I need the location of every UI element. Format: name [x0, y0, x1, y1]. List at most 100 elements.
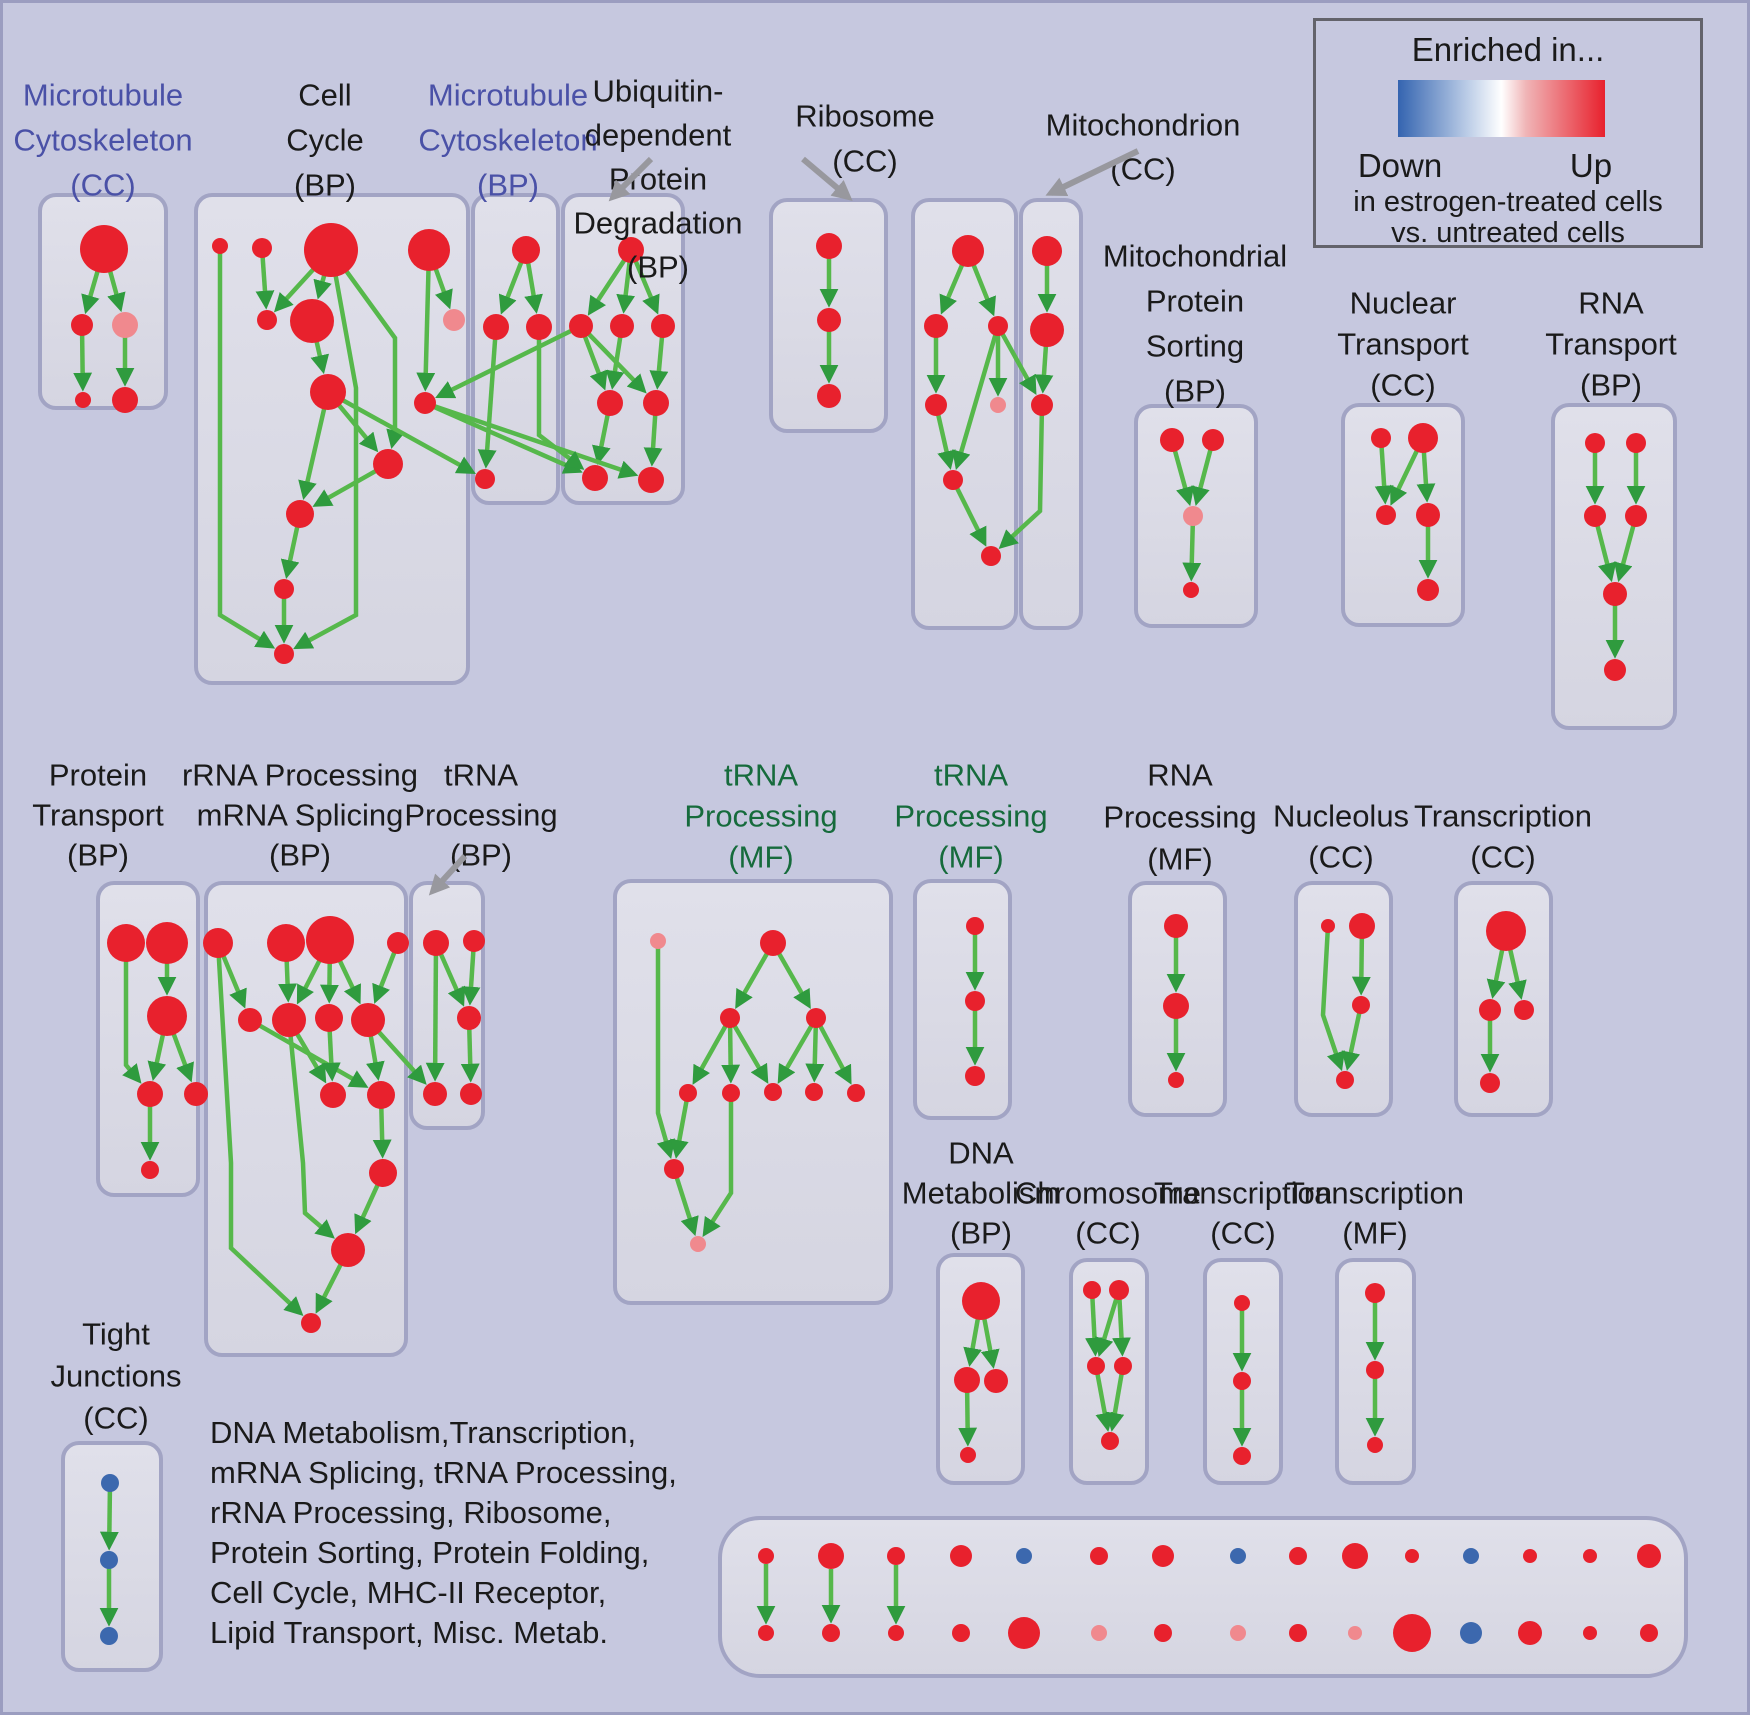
misc-strip-box — [718, 1516, 1688, 1678]
go-term-node-red — [954, 1367, 980, 1393]
go-edge-trna-processing-mf-large — [814, 1016, 852, 1085]
go-term-node-red — [526, 314, 552, 340]
cluster-label-transcription-cc-bot: Transcription — [1154, 1176, 1332, 1211]
cluster-label-trna-processing-bp: tRNA — [444, 758, 518, 793]
cluster-label-ubiquitin-degradation-bp: (BP) — [627, 250, 689, 285]
cluster-box-rrna-processing-mrna-splicing-bp — [204, 881, 408, 1357]
cluster-label-trna-processing-mf-small: (MF) — [938, 840, 1003, 875]
go-term-node-red — [1164, 914, 1188, 938]
go-term-node-pink — [1183, 506, 1203, 526]
strip-node-top — [1637, 1544, 1661, 1568]
go-term-node-red — [952, 235, 984, 267]
cluster-label-transcription-cc-mid: Transcription — [1414, 799, 1592, 834]
cluster-label-mitochondrion-cc: Mitochondrion — [1046, 108, 1241, 143]
go-term-node-red — [267, 924, 305, 962]
go-term-node-red — [966, 917, 984, 935]
go-term-node-red — [1585, 433, 1605, 453]
go-term-node-pink — [690, 1236, 706, 1252]
go-term-node-red — [252, 238, 272, 258]
go-edge-ribosome-cc — [950, 478, 987, 547]
go-term-node-red — [184, 1082, 208, 1106]
go-term-node-red — [315, 1004, 343, 1032]
cluster-label-ubiquitin-degradation-bp: Degradation — [574, 206, 743, 241]
go-edge-nucleolus-cc — [1320, 925, 1345, 1072]
go-term-node-red — [1367, 1437, 1383, 1453]
cluster-label-chromosome-cc: (CC) — [1075, 1216, 1140, 1251]
strip-node-bottom — [1008, 1617, 1040, 1649]
layer-misc — [428, 148, 1140, 896]
go-term-node-red — [1163, 993, 1189, 1019]
go-term-node-red — [582, 465, 608, 491]
go-network-figure: Microtubule Cytoskeleton (CC) Cell Cycle (BP)… — [13, 74, 1688, 1678]
go-term-node-red — [147, 996, 187, 1036]
go-edge-cell-cycle-bp — [217, 246, 276, 649]
strip-node-bottom — [758, 1625, 774, 1641]
go-edge-trna-processing-mf-large — [728, 1016, 769, 1084]
go-term-node-red — [1183, 582, 1199, 598]
go-term-node-red — [274, 644, 294, 664]
go-term-node-red — [475, 469, 495, 489]
cluster-label-dna-metabolism-bp: DNA — [948, 1136, 1014, 1171]
cluster-label-nucleolus-cc: (CC) — [1308, 840, 1373, 875]
go-term-node-red — [1101, 1432, 1119, 1450]
go-edge-rrna-processing-mrna-splicing-bp — [215, 942, 304, 1316]
go-term-node-red — [457, 1006, 481, 1030]
cluster-label-nucleolus-cc: Nucleolus — [1273, 799, 1409, 834]
go-term-node-red — [423, 930, 449, 956]
callout-arrow — [608, 156, 654, 202]
cluster-label-rna-transport-bp: RNA — [1578, 286, 1644, 321]
go-term-node-red — [414, 392, 436, 414]
go-edge-cell-cycle-bp — [329, 248, 405, 450]
strip-node-top — [758, 1548, 774, 1564]
go-term-node-red — [722, 1084, 740, 1102]
go-edge-trna-processing-mf-large — [777, 1016, 818, 1084]
go-edge-ribosome-cc — [952, 325, 1001, 471]
strip-node-bottom — [1640, 1624, 1658, 1642]
strip-node-bottom — [822, 1624, 840, 1642]
go-term-node-pink — [112, 312, 138, 338]
cluster-label-tight-junctions-cc: Junctions — [51, 1359, 182, 1394]
go-term-node-red — [1083, 1281, 1101, 1299]
go-term-node-red — [638, 467, 664, 493]
go-edge-chromosome-cc — [1085, 1289, 1104, 1357]
go-edge-chromosome-cc — [1105, 1365, 1126, 1432]
legend-up-label: Up — [1569, 147, 1613, 184]
cluster-label-dna-metabolism-bp: (BP) — [950, 1216, 1012, 1251]
go-term-node-red — [272, 1003, 306, 1037]
go-term-node-red — [1202, 429, 1224, 451]
cluster-box-transcription-cc-mid — [1454, 881, 1553, 1117]
go-term-node-red — [1352, 996, 1370, 1014]
legend: Enriched in... Down Up in estrogen-treat… — [1313, 18, 1703, 248]
cluster-label-cell-cycle-bp: Cycle — [286, 123, 364, 158]
go-edge-cross — [424, 400, 639, 479]
cluster-label-cell-cycle-bp: Cell — [298, 78, 351, 113]
cluster-label-ribosome-cc: (CC) — [832, 144, 897, 179]
cluster-label-transcription-mf: Transcription — [1286, 1176, 1464, 1211]
go-term-node-red — [301, 1313, 321, 1333]
go-term-node-red — [1371, 428, 1391, 448]
go-term-node-red — [651, 314, 675, 338]
cluster-label-rrna-processing-mrna-splicing-bp: rRNA Processing — [182, 758, 418, 793]
strip-node-top — [1463, 1548, 1479, 1564]
go-term-node-red — [817, 384, 841, 408]
go-edge-trna-processing-mf-large — [721, 1017, 741, 1084]
go-term-node-red — [1114, 1357, 1132, 1375]
cluster-label-ubiquitin-degradation-bp: Protein — [609, 162, 707, 197]
go-term-node-red — [304, 223, 358, 277]
cluster-label-cell-cycle-bp: (BP) — [294, 168, 356, 203]
go-term-node-red — [1625, 505, 1647, 527]
go-term-node-red — [1109, 1280, 1129, 1300]
cluster-label-chromosome-cc: Chromosome — [1015, 1176, 1201, 1211]
go-term-node-red — [423, 1082, 447, 1106]
go-edge-trna-processing-mf-large — [655, 941, 676, 1160]
go-term-node-red — [146, 922, 188, 964]
cluster-label-protein-transport-bp: (BP) — [67, 838, 129, 873]
layer-nodes — [71, 223, 1661, 1652]
go-term-node-red — [981, 546, 1001, 566]
go-term-node-blue — [100, 1627, 118, 1645]
note-line: rRNA Processing, Ribosome, — [210, 1495, 612, 1530]
go-term-node-red — [806, 1008, 826, 1028]
go-term-node-red — [71, 314, 93, 336]
cluster-label-rna-processing-mf: RNA — [1147, 758, 1213, 793]
